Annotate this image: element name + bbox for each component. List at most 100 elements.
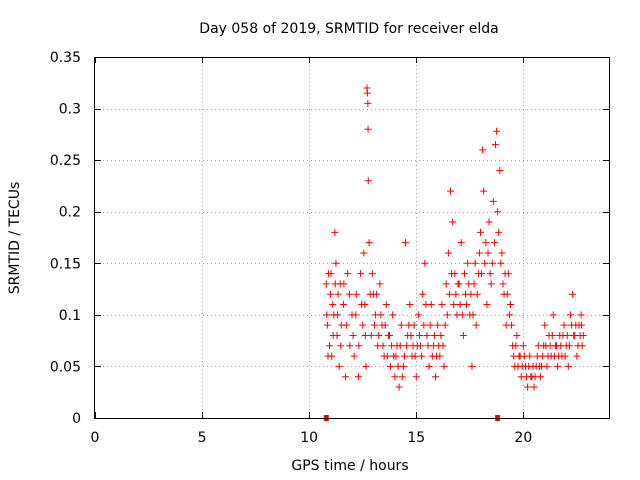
data-point xyxy=(361,331,369,339)
y-tick-label: 0.3 xyxy=(59,102,81,118)
data-point xyxy=(493,127,501,135)
data-point xyxy=(423,331,431,339)
data-point xyxy=(566,311,574,319)
data-point xyxy=(327,270,335,278)
plot-frame xyxy=(94,57,610,419)
data-point xyxy=(323,321,331,329)
data-point xyxy=(546,342,554,350)
data-point xyxy=(561,352,569,360)
data-point xyxy=(345,290,353,298)
data-point xyxy=(505,311,513,319)
data-point xyxy=(425,362,433,370)
data-point xyxy=(449,218,457,226)
y-tick-label: 0.05 xyxy=(50,359,81,375)
data-point xyxy=(388,342,396,350)
data-point xyxy=(373,290,381,298)
data-point xyxy=(473,290,481,298)
data-point xyxy=(350,352,358,360)
data-points xyxy=(322,84,587,391)
data-point xyxy=(412,373,420,381)
data-point xyxy=(484,249,492,257)
data-point xyxy=(394,362,402,370)
x-tick-label: 20 xyxy=(514,430,532,446)
data-point xyxy=(480,187,488,195)
data-point xyxy=(329,301,337,309)
data-point xyxy=(495,228,503,236)
data-point xyxy=(359,321,367,329)
data-point xyxy=(332,259,340,267)
data-point xyxy=(448,270,456,278)
data-point xyxy=(576,331,584,339)
data-point xyxy=(549,311,557,319)
data-point xyxy=(445,290,453,298)
data-point xyxy=(483,301,491,309)
data-point xyxy=(422,301,430,309)
data-point xyxy=(563,331,571,339)
data-point xyxy=(379,342,387,350)
data-point xyxy=(441,321,449,329)
data-point xyxy=(406,301,414,309)
data-point xyxy=(560,321,568,329)
data-point xyxy=(392,352,400,360)
data-point xyxy=(354,373,362,381)
data-point xyxy=(362,362,370,370)
data-point xyxy=(364,177,372,185)
x-tick-label: 5 xyxy=(198,430,207,446)
data-point xyxy=(439,342,447,350)
data-point xyxy=(501,270,509,278)
x-tick-label: 0 xyxy=(91,430,100,446)
data-point xyxy=(363,89,371,97)
data-point xyxy=(458,311,466,319)
data-point xyxy=(411,352,419,360)
data-point xyxy=(548,331,556,339)
data-point xyxy=(424,342,432,350)
data-point xyxy=(513,331,521,339)
data-point xyxy=(489,197,497,205)
data-point xyxy=(475,249,483,257)
data-point xyxy=(487,280,495,288)
data-point xyxy=(352,311,360,319)
data-point xyxy=(459,331,467,339)
data-point xyxy=(454,280,462,288)
data-point xyxy=(437,331,445,339)
data-point xyxy=(329,331,337,339)
data-point xyxy=(357,270,365,278)
data-point xyxy=(485,218,493,226)
data-point xyxy=(530,383,538,391)
data-point xyxy=(442,280,450,288)
data-point xyxy=(464,259,472,267)
data-point xyxy=(488,259,496,267)
y-tick-label: 0.15 xyxy=(50,256,81,272)
data-point xyxy=(346,342,354,350)
data-point xyxy=(433,352,441,360)
data-point xyxy=(421,259,429,267)
data-point xyxy=(405,321,413,329)
data-point xyxy=(367,331,375,339)
data-point xyxy=(557,342,565,350)
data-point xyxy=(570,331,578,339)
data-point xyxy=(503,290,511,298)
data-point xyxy=(443,311,451,319)
data-point xyxy=(396,342,404,350)
data-point xyxy=(360,249,368,257)
data-point xyxy=(368,270,376,278)
data-point xyxy=(478,270,486,278)
data-point xyxy=(340,280,348,288)
data-point xyxy=(569,290,577,298)
data-point xyxy=(469,311,477,319)
data-point xyxy=(349,331,357,339)
data-point xyxy=(506,301,514,309)
data-point xyxy=(364,125,372,133)
data-point xyxy=(418,352,426,360)
data-point xyxy=(512,342,520,350)
data-point xyxy=(420,321,428,329)
data-point xyxy=(415,331,423,339)
data-point xyxy=(555,352,563,360)
data-point xyxy=(494,208,502,216)
data-point xyxy=(573,352,581,360)
data-point xyxy=(457,239,465,247)
data-point xyxy=(413,342,421,350)
data-point xyxy=(337,342,345,350)
chart-title: Day 058 of 2019, SRMTID for receiver eld… xyxy=(199,21,498,37)
